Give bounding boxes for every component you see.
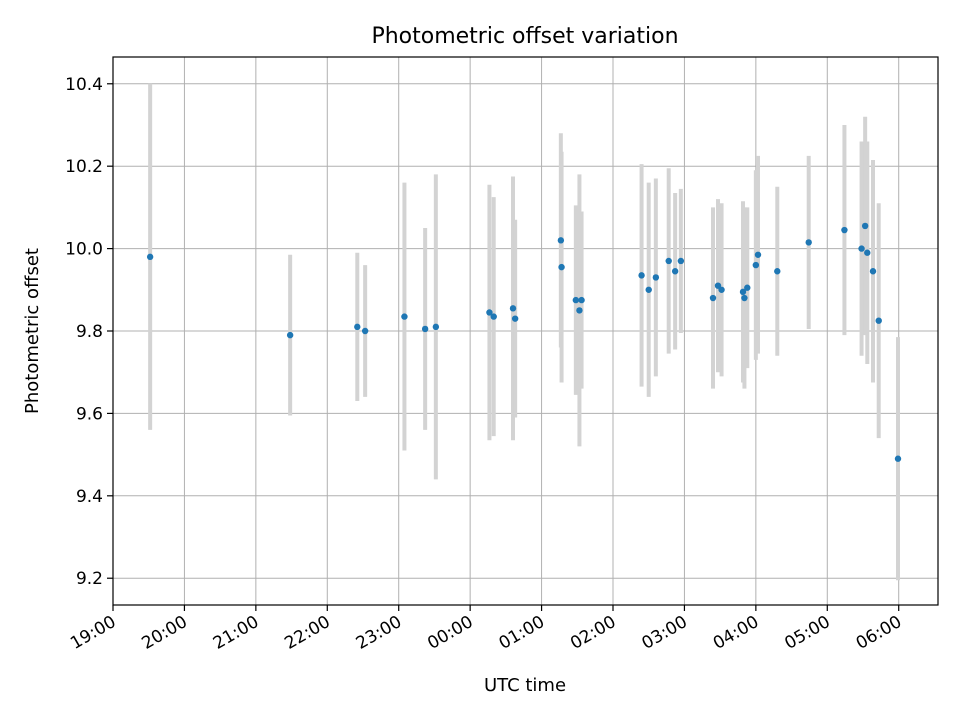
data-point (744, 284, 751, 291)
y-axis-label: Photometric offset (22, 248, 43, 414)
grid-lines (112, 57, 938, 605)
data-point (875, 317, 882, 324)
data-point (894, 455, 902, 462)
data-point (146, 253, 154, 261)
data-point (354, 323, 361, 331)
data-point (752, 261, 760, 269)
data-point (401, 313, 408, 320)
data-point (864, 249, 871, 256)
data-point (511, 315, 519, 322)
data-point (805, 239, 812, 246)
data-point (754, 251, 762, 258)
data-point (490, 313, 497, 320)
y-tick-label: 9.8 (76, 322, 103, 342)
y-axis-ticks: 9.2 9.4 9.6 9.8 10.0 10.2 10.4 (65, 75, 113, 589)
y-tick-label: 9.4 (76, 487, 103, 507)
data-point (572, 296, 580, 304)
y-tick-label: 10.0 (65, 240, 103, 260)
data-point (286, 331, 294, 339)
data-point (486, 309, 493, 316)
data-point (709, 294, 717, 302)
data-point (576, 307, 583, 314)
data-point (645, 286, 652, 293)
y-tick-label: 10.4 (65, 75, 103, 95)
data-points (146, 222, 902, 462)
chart-title: Photometric offset variation (371, 24, 678, 49)
y-tick-label: 9.6 (76, 404, 103, 424)
data-point (869, 268, 877, 275)
data-point (638, 272, 645, 279)
data-point (578, 296, 585, 304)
data-point (361, 327, 369, 335)
data-point (858, 245, 865, 252)
data-point (841, 226, 848, 234)
y-tick-label: 9.2 (76, 569, 103, 589)
data-point (739, 288, 747, 296)
data-point (665, 257, 672, 265)
y-tick-label: 10.2 (65, 157, 103, 177)
data-point (558, 263, 565, 271)
data-point (557, 237, 565, 244)
data-point (861, 222, 869, 230)
x-axis-label: UTC time (484, 675, 566, 696)
data-point (774, 268, 781, 275)
data-point (432, 323, 440, 331)
data-point (652, 274, 660, 281)
data-point (509, 305, 517, 312)
data-point (421, 325, 429, 333)
data-point (677, 257, 685, 265)
data-point (718, 286, 725, 293)
data-point (741, 294, 748, 302)
data-point (671, 268, 679, 275)
